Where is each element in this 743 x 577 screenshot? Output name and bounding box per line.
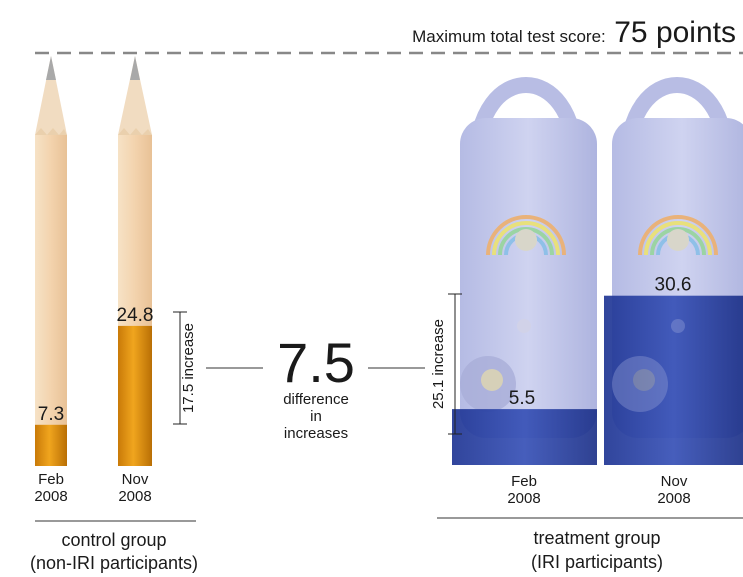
increase-bracket-treatment xyxy=(448,293,462,435)
category-label-treatment-feb-month: Feb xyxy=(511,473,537,490)
max-score-label: Maximum total test score: 75 points xyxy=(412,16,736,49)
bar-control-nov xyxy=(118,325,152,466)
category-label-control-nov-year: 2008 xyxy=(118,488,151,505)
category-label-control-feb-month: Feb xyxy=(38,471,64,488)
group-label-control-line2: (non-IRI participants) xyxy=(30,553,198,573)
max-score-value: 75 points xyxy=(614,16,736,49)
value-label-treatment-nov: 30.6 xyxy=(655,275,692,296)
pencil-icon-feb xyxy=(35,56,67,466)
difference-text-line2: in xyxy=(310,408,322,425)
value-label-control-nov: 24.8 xyxy=(117,305,154,326)
category-label-treatment-nov-month: Nov xyxy=(661,473,688,490)
group-label-treatment-line1: treatment group xyxy=(533,528,660,548)
increase-label-control: 17.5 increase xyxy=(180,323,197,413)
category-label-control-nov-month: Nov xyxy=(122,471,149,488)
radio-speaker-nov xyxy=(612,319,685,412)
bar-control-feb xyxy=(35,424,67,466)
difference-text-line1: difference xyxy=(283,391,349,408)
group-label-treatment-line2: (IRI participants) xyxy=(531,552,663,572)
increase-bracket-control xyxy=(173,311,187,425)
difference-text-line3: increases xyxy=(284,425,348,442)
value-label-treatment-feb: 5.5 xyxy=(509,388,535,409)
bar-treatment-nov xyxy=(604,295,743,465)
bar-treatment-feb xyxy=(452,409,597,465)
difference-value: 7.5 xyxy=(277,331,355,394)
category-label-treatment-nov-year: 2008 xyxy=(657,490,690,507)
category-label-treatment-feb-year: 2008 xyxy=(507,490,540,507)
increase-label-treatment: 25.1 increase xyxy=(430,319,447,409)
group-label-control-line1: control group xyxy=(61,530,166,550)
category-label-control-feb-year: 2008 xyxy=(34,488,67,505)
max-score-prefix: Maximum total test score: xyxy=(412,27,606,46)
radio-icon-feb xyxy=(460,77,597,438)
value-label-control-feb: 7.3 xyxy=(38,404,64,425)
